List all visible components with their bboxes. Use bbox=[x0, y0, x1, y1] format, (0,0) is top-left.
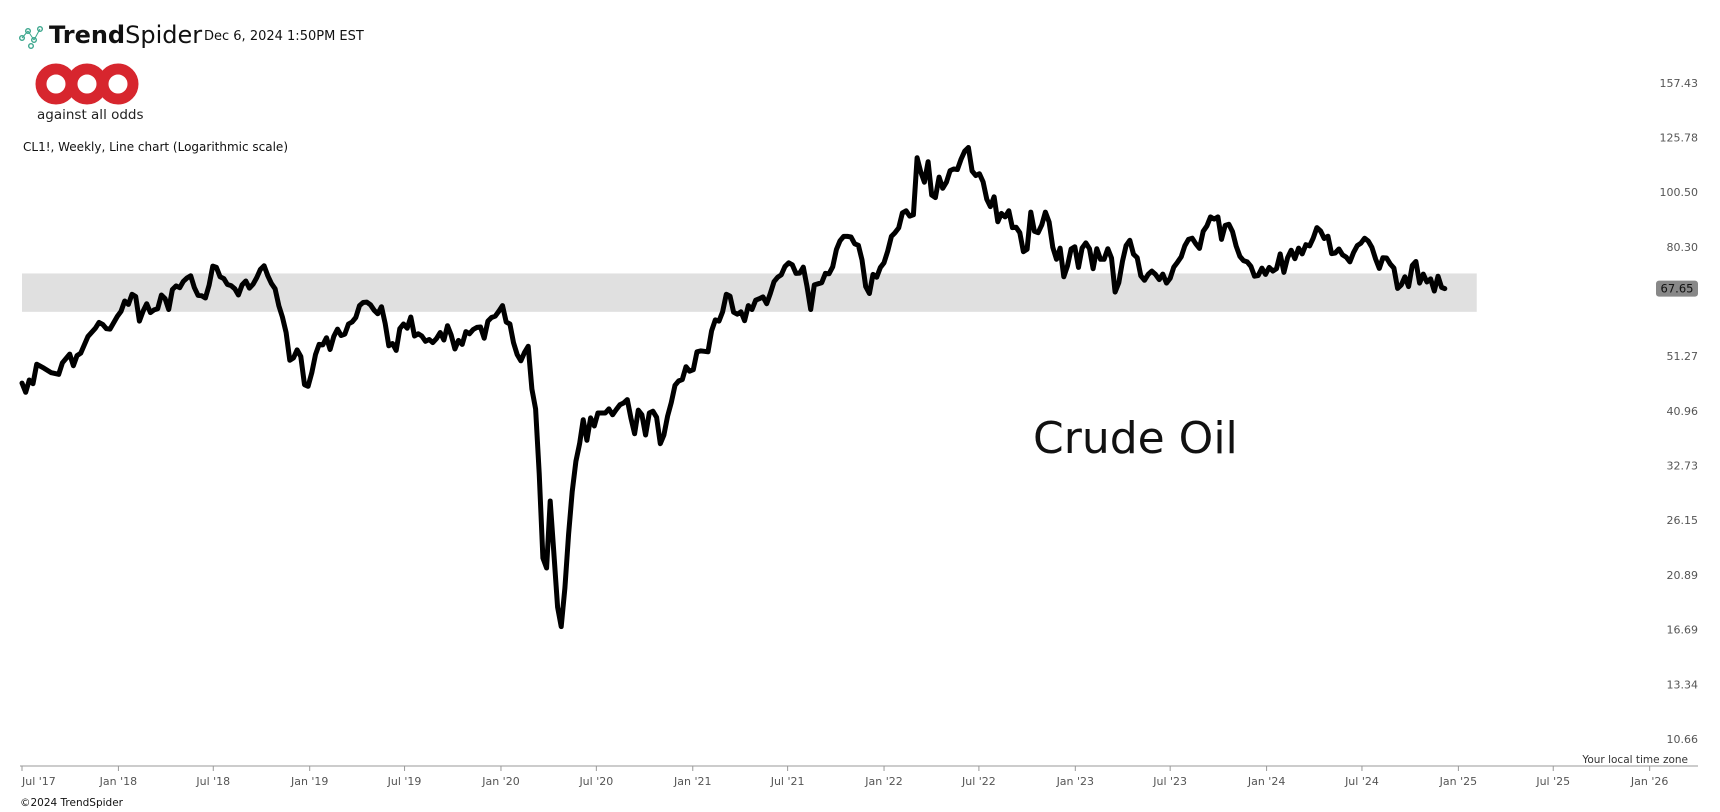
y-tick-label: 13.34 bbox=[1667, 678, 1699, 691]
timestamp: Dec 6, 2024 1:50PM EST bbox=[204, 29, 364, 44]
aao-logo-icon bbox=[35, 63, 139, 105]
y-tick-label: 20.89 bbox=[1667, 569, 1699, 582]
y-tick-label: 26.15 bbox=[1667, 514, 1699, 527]
x-tick-label: Jul '24 bbox=[1344, 775, 1379, 788]
trendspider-logo-icon bbox=[19, 26, 44, 50]
y-tick-label: 10.66 bbox=[1667, 733, 1699, 746]
logo-tagline: against all odds bbox=[37, 107, 144, 123]
y-tick-label: 32.73 bbox=[1667, 460, 1699, 473]
y-tick-label: 100.50 bbox=[1660, 186, 1699, 199]
last-price-text: 67.65 bbox=[1661, 282, 1694, 296]
copyright: ©2024 TrendSpider bbox=[20, 797, 124, 809]
x-tick-label: Jan '23 bbox=[1056, 775, 1094, 788]
y-tick-label: 16.69 bbox=[1667, 624, 1699, 637]
x-tick-label: Jan '26 bbox=[1630, 775, 1668, 788]
y-tick-label: 51.27 bbox=[1667, 350, 1699, 363]
x-tick-label: Jul '19 bbox=[387, 775, 422, 788]
x-tick-label: Jul '25 bbox=[1535, 775, 1570, 788]
x-tick-label: Jul '20 bbox=[578, 775, 613, 788]
x-axis: Jul '17 Jan '18 Jul '18 Jan '19 Jul '19 Jan '… bbox=[20, 765, 1698, 788]
x-tick-label: Jan '22 bbox=[864, 775, 902, 788]
x-tick-label: Jan '18 bbox=[99, 775, 137, 788]
y-tick-label: 40.96 bbox=[1667, 405, 1699, 418]
chart-subtitle: CL1!, Weekly, Line chart (Logarithmic sc… bbox=[23, 140, 288, 154]
x-tick-label: Jul '18 bbox=[195, 775, 230, 788]
last-price-badge: 67.65 bbox=[1656, 280, 1698, 297]
y-tick-label: 125.78 bbox=[1660, 131, 1699, 144]
chart-title: Crude Oil bbox=[1033, 413, 1238, 464]
price-line bbox=[19, 145, 1448, 630]
x-tick-label: Jan '19 bbox=[290, 775, 328, 788]
x-tick-label: Jan '24 bbox=[1247, 775, 1285, 788]
x-tick-label: Jul '17 bbox=[21, 775, 56, 788]
x-tick-label: Jan '20 bbox=[481, 775, 519, 788]
x-tick-label: Jul '22 bbox=[961, 775, 996, 788]
y-tick-label: 157.43 bbox=[1660, 77, 1699, 90]
timezone-label: Your local time zone bbox=[1581, 754, 1688, 766]
x-tick-label: Jan '25 bbox=[1439, 775, 1477, 788]
brand-name-light: Spider bbox=[125, 21, 202, 49]
brand-name-bold: Trend bbox=[49, 21, 125, 49]
brand-name: TrendSpider bbox=[49, 21, 202, 49]
y-tick-label: 80.30 bbox=[1667, 241, 1699, 254]
x-tick-label: Jan '21 bbox=[673, 775, 711, 788]
y-axis: 157.43 125.78 100.50 80.30 51.27 40.96 32.73 26… bbox=[1660, 77, 1699, 746]
x-tick-label: Jul '23 bbox=[1152, 775, 1187, 788]
x-tick-label: Jul '21 bbox=[770, 775, 805, 788]
